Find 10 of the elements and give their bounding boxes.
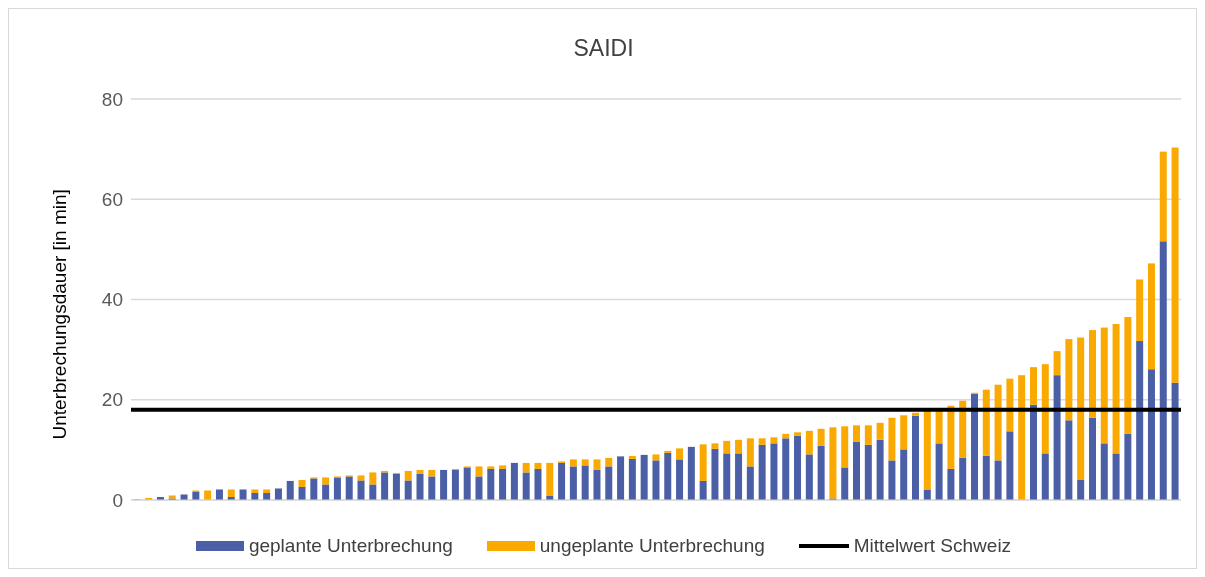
y-axis-title: Unterbrechungsdauer [in min] xyxy=(48,189,70,440)
y-tick-label: 40 xyxy=(101,289,123,311)
legend-label: geplante Unterbrechung xyxy=(248,535,453,557)
legend-label: Mittelwert Schweiz xyxy=(853,535,1012,557)
chart-title: SAIDI xyxy=(572,35,635,62)
y-tick-label: 80 xyxy=(101,88,123,110)
y-tick-label: 0 xyxy=(112,489,123,511)
y-tick-label: 20 xyxy=(101,389,123,411)
legend-label: ungeplante Unterbrechung xyxy=(539,535,765,557)
y-tick-label: 60 xyxy=(101,188,123,210)
